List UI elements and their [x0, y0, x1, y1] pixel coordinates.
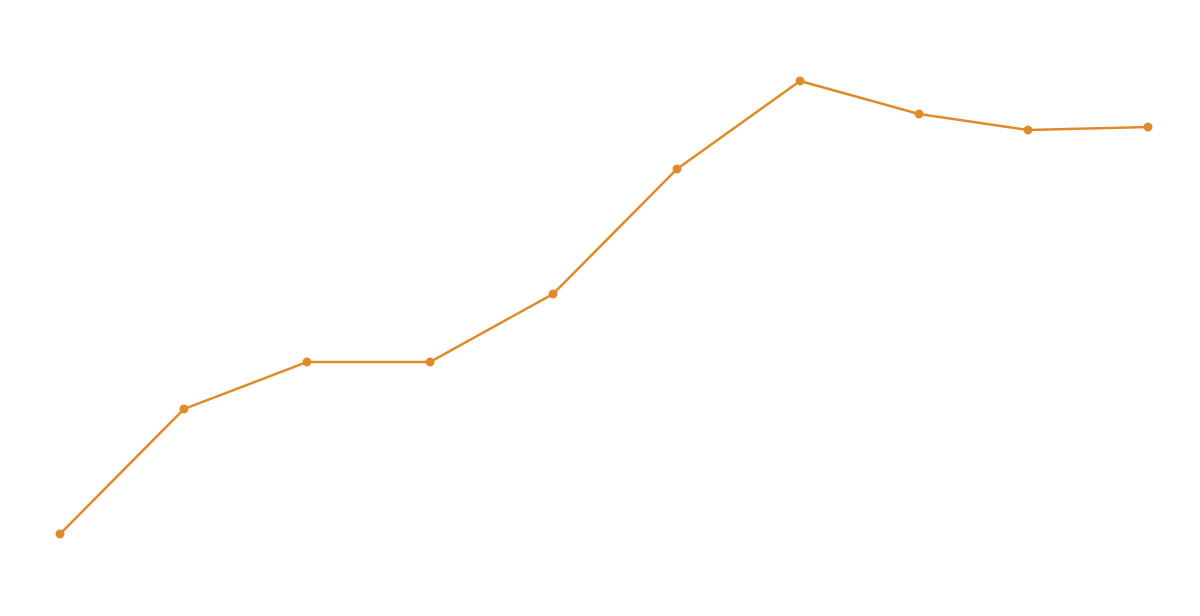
point [914, 109, 924, 119]
point [672, 164, 682, 174]
point [1023, 125, 1033, 135]
point [55, 529, 65, 539]
point [795, 76, 805, 86]
point [425, 357, 435, 367]
point [179, 404, 189, 414]
point [302, 357, 312, 367]
point [548, 289, 558, 299]
point [1143, 122, 1153, 132]
line [59, 79, 1149, 535]
